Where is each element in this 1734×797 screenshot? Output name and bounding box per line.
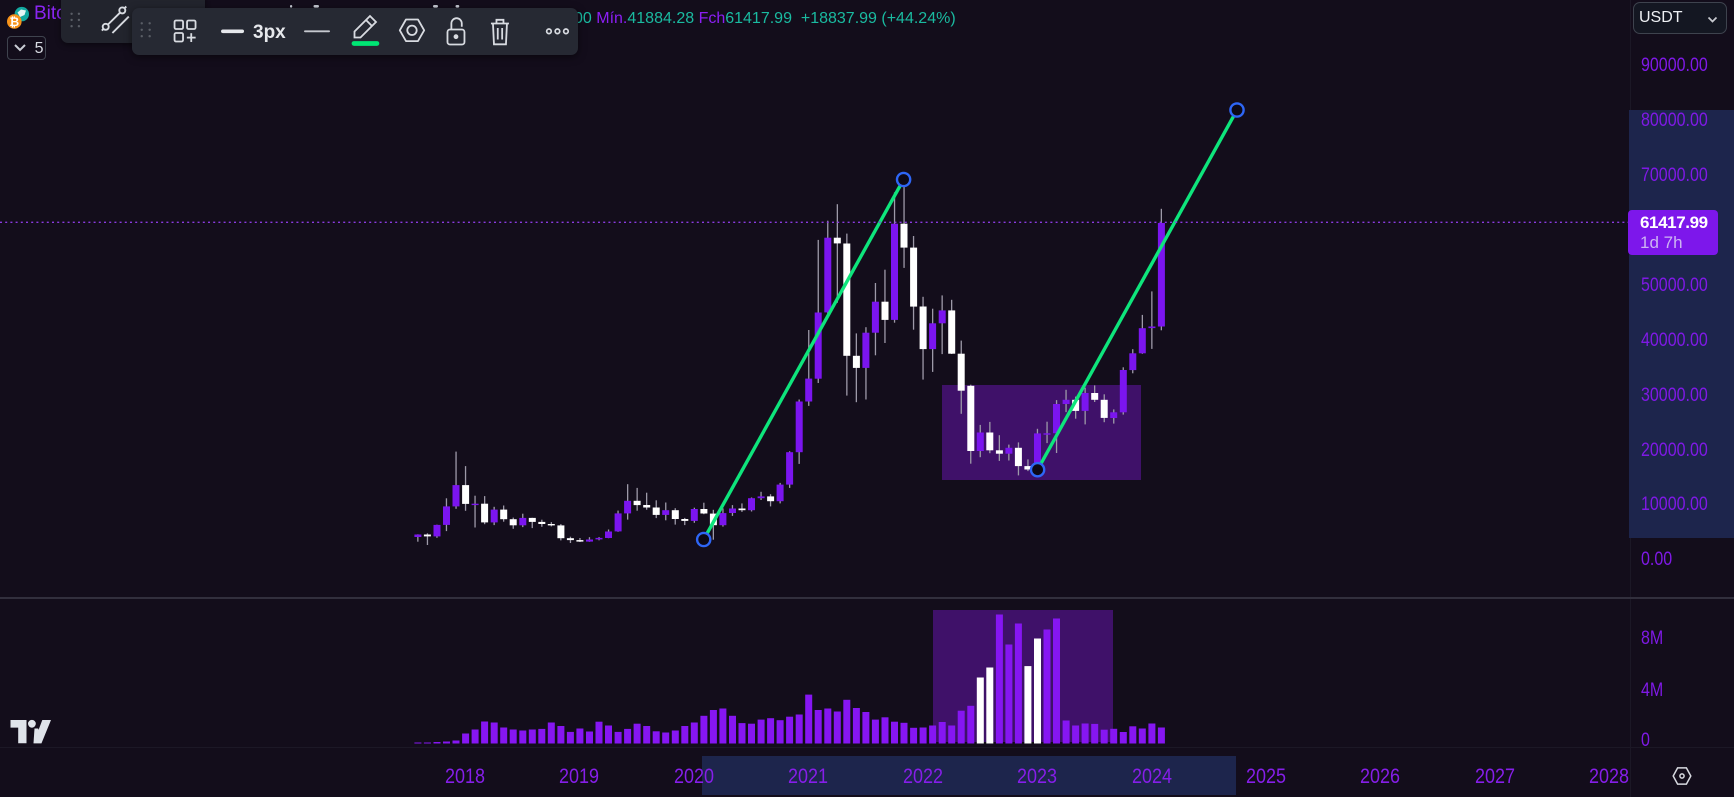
svg-text:₿: ₿ — [9, 15, 19, 29]
svg-text:3px: 3px — [253, 22, 286, 43]
